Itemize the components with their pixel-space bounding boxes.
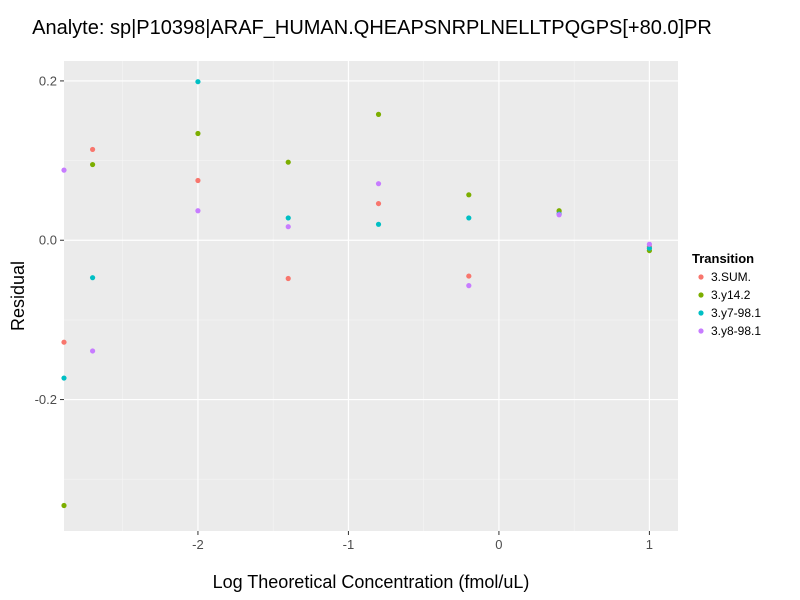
data-point	[195, 208, 201, 214]
data-point	[466, 273, 472, 279]
data-point	[466, 283, 472, 289]
data-point	[466, 192, 472, 198]
y-tick-label: 0.2	[39, 73, 57, 88]
data-point	[285, 159, 291, 165]
x-axis-ticks: -2 -1 0 1	[192, 531, 653, 552]
data-point	[646, 245, 653, 251]
data-points	[61, 79, 653, 509]
data-point	[375, 181, 382, 187]
data-point	[375, 200, 382, 207]
data-point	[61, 339, 67, 345]
data-point	[375, 221, 382, 227]
legend: Transition 3.SUM. 3.y14.2 3.y7-98.1 3.y8-98…	[692, 251, 761, 338]
data-point	[89, 161, 96, 168]
legend-key	[698, 274, 704, 280]
data-point	[89, 348, 96, 354]
data-point	[195, 79, 201, 85]
data-point	[89, 146, 96, 153]
chart-title: Analyte: sp|P10398|ARAF_HUMAN.QHEAPSNRPL…	[32, 17, 712, 39]
x-tick-label: 0	[495, 537, 502, 552]
data-point	[61, 502, 67, 509]
data-point	[195, 177, 201, 184]
y-tick-label: 0.0	[39, 233, 57, 248]
legend-label: 3.y14.2	[711, 288, 751, 302]
data-point	[285, 275, 291, 282]
series-3-y8-98-1	[61, 167, 653, 354]
y-axis-title: Residual	[8, 261, 28, 331]
x-axis-title: Log Theoretical Concentration (fmol/uL)	[213, 572, 530, 592]
data-point	[466, 215, 472, 221]
legend-key	[698, 328, 704, 334]
data-point	[556, 212, 562, 218]
x-tick-label: -1	[343, 537, 355, 552]
data-point	[285, 215, 291, 221]
data-point	[285, 224, 291, 230]
legend-label: 3.y8-98.1	[711, 324, 761, 338]
legend-items: 3.SUM. 3.y14.2 3.y7-98.1 3.y8-98.1	[698, 270, 761, 338]
grid-lines	[64, 61, 678, 531]
legend-key	[698, 292, 704, 298]
data-point	[195, 130, 201, 137]
data-point	[375, 111, 382, 117]
y-tick-label: -0.2	[35, 392, 57, 407]
legend-label: 3.y7-98.1	[711, 306, 761, 320]
plot-panel	[64, 61, 678, 531]
data-point	[61, 167, 67, 173]
data-point	[61, 375, 67, 381]
x-tick-label: -2	[192, 537, 204, 552]
legend-label: 3.SUM.	[711, 270, 751, 284]
data-point	[646, 241, 653, 247]
legend-key	[698, 310, 704, 316]
x-tick-label: 1	[646, 537, 653, 552]
y-axis-ticks: -0.2 0.0 0.2	[35, 73, 64, 407]
legend-title: Transition	[692, 251, 754, 266]
data-point	[89, 275, 96, 281]
